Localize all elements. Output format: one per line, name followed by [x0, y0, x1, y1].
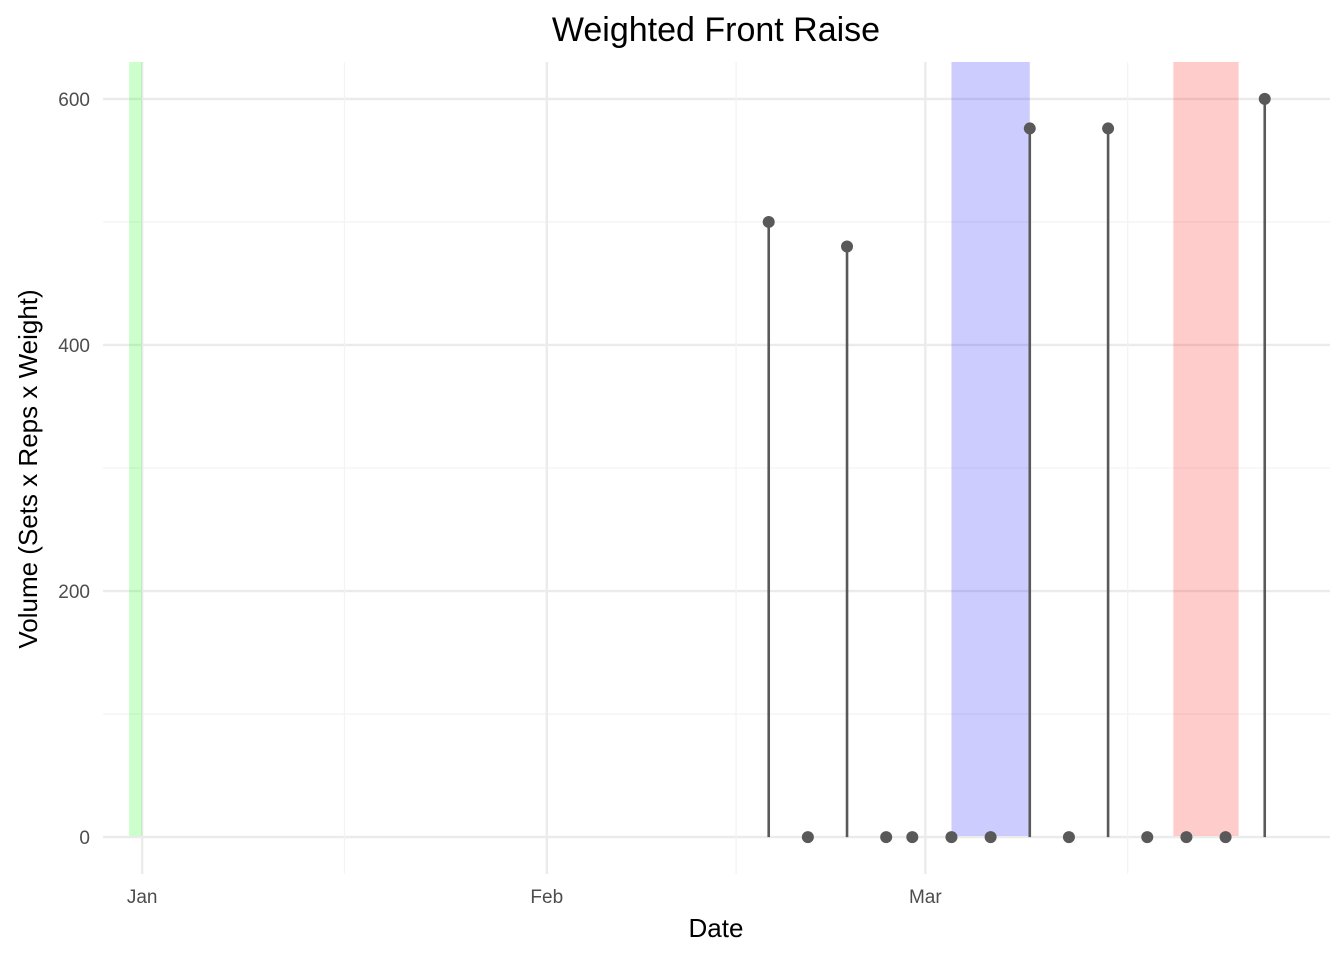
lollipop-point	[1219, 831, 1232, 844]
shaded-period	[951, 62, 1030, 836]
shaded-period	[1173, 62, 1239, 836]
y-tick-label: 600	[58, 90, 90, 111]
grid-layer	[103, 62, 1330, 874]
lollipop-point	[801, 831, 814, 844]
x-tick-label: Jan	[127, 887, 158, 908]
lollipop-point	[1180, 831, 1193, 844]
shaded-period	[129, 62, 143, 836]
lollipop-point	[841, 240, 854, 253]
x-tick-label: Feb	[530, 887, 563, 908]
y-tick-label: 0	[79, 828, 90, 849]
y-axis-title: Volume (Sets x Reps x Weight)	[13, 289, 43, 648]
tick-labels: 0 200 400 600 Jan Feb Mar	[58, 90, 942, 908]
lollipop-point	[906, 831, 919, 844]
lollipop-point	[1062, 831, 1075, 844]
lollipop-point	[762, 215, 775, 228]
lollipop-point	[945, 831, 958, 844]
x-axis-title: Date	[689, 913, 744, 943]
lollipop-point	[984, 831, 997, 844]
x-tick-label: Mar	[909, 887, 942, 908]
lollipop-point	[1258, 92, 1271, 105]
lollipop-marks	[762, 92, 1271, 844]
lollipop-point	[1023, 122, 1036, 135]
y-tick-label: 400	[58, 336, 90, 357]
lollipop-point	[1102, 122, 1115, 135]
lollipop-point	[880, 831, 893, 844]
shaded-periods	[129, 62, 1239, 836]
y-tick-label: 200	[58, 582, 90, 603]
lollipop-point	[1141, 831, 1154, 844]
chart-title: Weighted Front Raise	[552, 11, 880, 49]
